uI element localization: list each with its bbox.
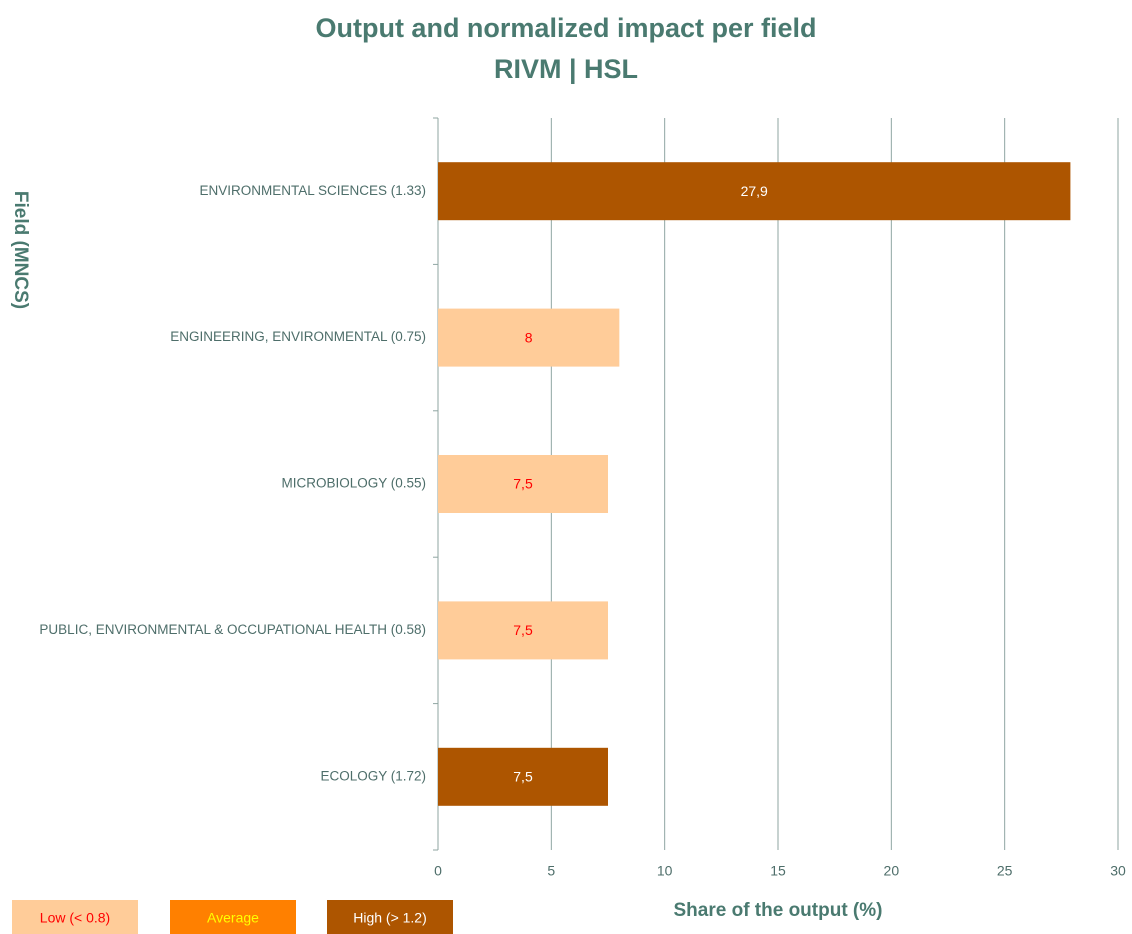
bar: [438, 455, 608, 513]
bar: [438, 308, 620, 367]
value-label: 27,9: [741, 183, 768, 199]
x-tick-label: 30: [1110, 863, 1126, 879]
legend-swatch: [170, 900, 296, 934]
x-tick-label: 10: [657, 863, 673, 879]
y-axis-title: Field (MNCS): [10, 191, 31, 309]
legend-swatch: [12, 900, 138, 934]
bar: [438, 747, 608, 806]
value-label: 8: [525, 329, 533, 345]
y-tick-label: MICROBIOLOGY (0.55): [281, 476, 426, 491]
x-tick-label: 15: [770, 863, 786, 879]
value-label: 7,5: [513, 622, 533, 638]
x-tick-label: 0: [434, 863, 442, 879]
value-label: 7,5: [513, 769, 533, 785]
value-label: 7,5: [513, 476, 533, 492]
legend-label: Average: [207, 910, 259, 926]
y-tick-label: PUBLIC, ENVIRONMENTAL & OCCUPATIONAL HEA…: [39, 622, 426, 637]
x-tick-label: 20: [884, 863, 900, 879]
x-tick-label: 5: [547, 863, 555, 879]
y-tick-label: ENVIRONMENTAL SCIENCES (1.33): [199, 183, 426, 198]
x-tick-label: 25: [997, 863, 1013, 879]
y-tick-label: ECOLOGY (1.72): [320, 768, 426, 783]
chart-subtitle: RIVM | HSL: [494, 54, 638, 84]
legend-label: High (> 1.2): [353, 910, 427, 926]
legend-swatch: [327, 900, 453, 934]
legend-label: Low (< 0.8): [40, 910, 110, 926]
bar: [438, 601, 608, 660]
y-tick-label: ENGINEERING, ENVIRONMENTAL (0.75): [170, 329, 426, 344]
bar: [438, 162, 1071, 221]
chart-title: Output and normalized impact per field: [315, 13, 816, 43]
x-axis-title: Share of the output (%): [674, 900, 883, 921]
